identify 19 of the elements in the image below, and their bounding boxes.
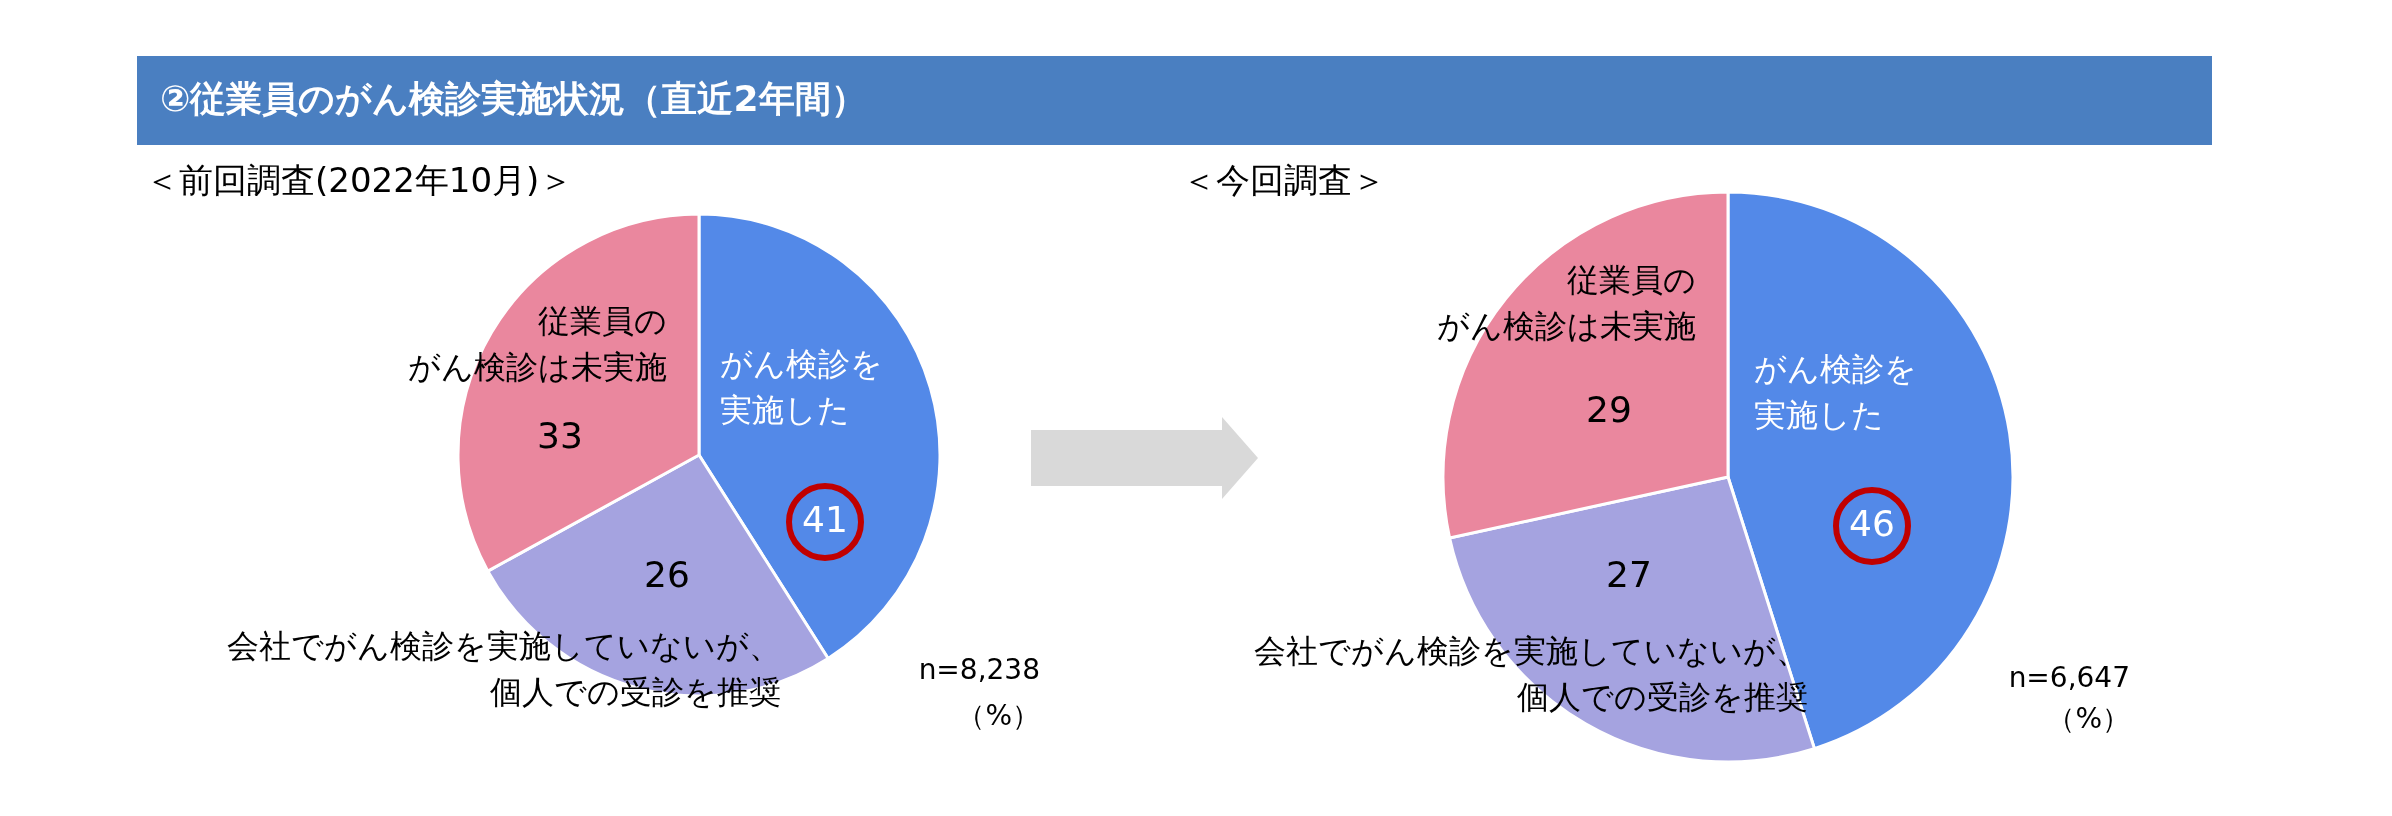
text: （%）	[2047, 702, 2130, 735]
data-label: 27	[1606, 554, 1652, 595]
slice-label: がん検診を実施した	[1754, 350, 1917, 434]
data-label: 41	[802, 499, 848, 540]
slice-label: 従業員のがん検診は未実施	[408, 302, 667, 386]
data-label: 29	[1586, 389, 1632, 430]
slice-label: 従業員のがん検診は未実施	[1437, 261, 1696, 345]
text: （%）	[957, 699, 1040, 732]
data-label: 26	[644, 554, 690, 595]
chart-subtitle: ＜前回調査(2022年10月)＞	[145, 159, 574, 200]
chart-subtitle: ＜今回調査＞	[1182, 159, 1386, 200]
text: n=6,647	[2008, 661, 2130, 694]
data-label: 33	[537, 415, 583, 456]
slice-label: がん検診を実施した	[720, 345, 883, 429]
chart-title: ②従業員のがん検診実施状況（直近2年間）	[160, 78, 867, 119]
slice-label: 会社でがん検診を実施していないが、個人での受診を推奨	[227, 627, 781, 711]
slice-label: 会社でがん検診を実施していないが、個人での受診を推奨	[1254, 632, 1808, 716]
text: n=8,238	[918, 653, 1040, 686]
data-label: 46	[1849, 503, 1895, 544]
